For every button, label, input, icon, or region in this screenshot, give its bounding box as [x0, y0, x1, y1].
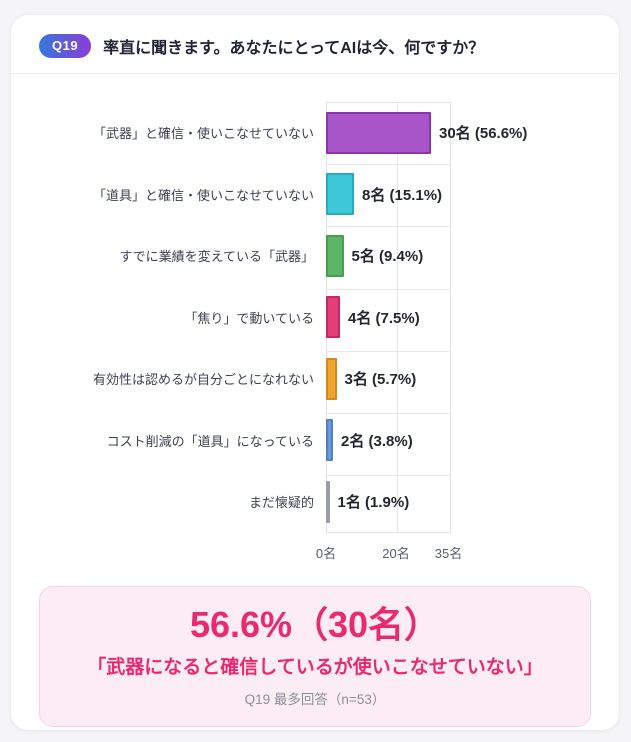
bar	[326, 357, 337, 400]
chart-row: コスト削減の「道具」になっている 2名 (3.8%)	[11, 410, 619, 472]
category-label: 「道具」と確信・使いこなせていない	[92, 187, 314, 203]
category-label: まだ懐疑的	[248, 495, 314, 511]
chart-rows: 「武器」と確信・使いこなせていない 30名 (56.6%) 「道具」と確信・使いこな…	[11, 102, 619, 533]
chart-row: すでに業績を変えている「武器」 5名 (9.4%)	[11, 225, 619, 287]
survey-result-card: Q19 率直に聞きます。あなたにとってAIは今、何ですか？ 「武器」と確信・使い…	[10, 14, 620, 731]
value-label: 5名 (9.4%)	[351, 248, 424, 266]
summary-subtitle: 「武器になると確信しているが使いこなせていない」	[87, 657, 543, 679]
category-label: 有効性は認めるが自分ごとになれない	[92, 372, 314, 388]
horizontal-gridline-cell	[327, 290, 450, 352]
chart-row: 「武器」と確信・使いこなせていない 30名 (56.6%)	[11, 102, 619, 164]
x-axis-tick: 20名	[382, 545, 410, 561]
summary-highlight-box: 56.6%（30名） 「武器になると確信しているが使いこなせていない」 Q19 …	[39, 586, 591, 728]
chart-row: 「焦り」で動いている 4名 (7.5%)	[11, 287, 619, 349]
question-header: Q19 率直に聞きます。あなたにとってAIは今、何ですか？	[11, 15, 619, 74]
question-number-badge: Q19	[39, 34, 92, 58]
category-label: コスト削減の「道具」になっている	[106, 433, 314, 449]
question-title: 率直に聞きます。あなたにとってAIは今、何ですか？	[103, 40, 485, 57]
x-axis: 0名 20名 35名	[11, 539, 619, 569]
value-label: 2名 (3.8%)	[341, 432, 413, 450]
bar	[326, 419, 333, 462]
category-label: 「武器」と確信・使いこなせていない	[92, 126, 314, 142]
horizontal-gridline-cell	[327, 227, 450, 290]
horizontal-gridline-cell	[327, 103, 450, 166]
category-label: すでに業績を変えている「武器」	[119, 249, 314, 265]
horizontal-gridline-cell	[327, 165, 450, 228]
bar	[326, 111, 431, 154]
x-axis-tick: 0名	[315, 545, 337, 561]
value-label: 30名 (56.6%)	[439, 125, 528, 143]
horizontal-gridline-cell	[327, 414, 450, 477]
category-label: 「焦り」で動いている	[184, 310, 314, 326]
summary-note: Q19 最多回答（n=53）	[244, 692, 386, 708]
chart-row: まだ懐疑的 1名 (1.9%)	[11, 471, 619, 533]
chart-row: 有効性は認めるが自分ごとになれない 3名 (5.7%)	[11, 348, 619, 410]
value-label: 8名 (15.1%)	[362, 186, 443, 204]
bar	[326, 296, 340, 339]
value-label: 3名 (5.7%)	[344, 371, 417, 389]
summary-headline: 56.6%（30名）	[189, 604, 441, 645]
horizontal-gridline-cell	[327, 352, 450, 414]
x-axis-tick: 35名	[434, 545, 463, 561]
value-label: 1名 (1.9%)	[337, 494, 410, 512]
value-label: 4名 (7.5%)	[348, 309, 420, 327]
bar	[326, 173, 354, 216]
bar-chart: 「武器」と確信・使いこなせていない 30名 (56.6%) 「道具」と確信・使いこな…	[11, 102, 619, 568]
bar	[326, 480, 330, 523]
vertical-gridline	[397, 103, 398, 532]
bar	[326, 234, 344, 277]
chart-row: 「道具」と確信・使いこなせていない 8名 (15.1%)	[11, 164, 619, 226]
